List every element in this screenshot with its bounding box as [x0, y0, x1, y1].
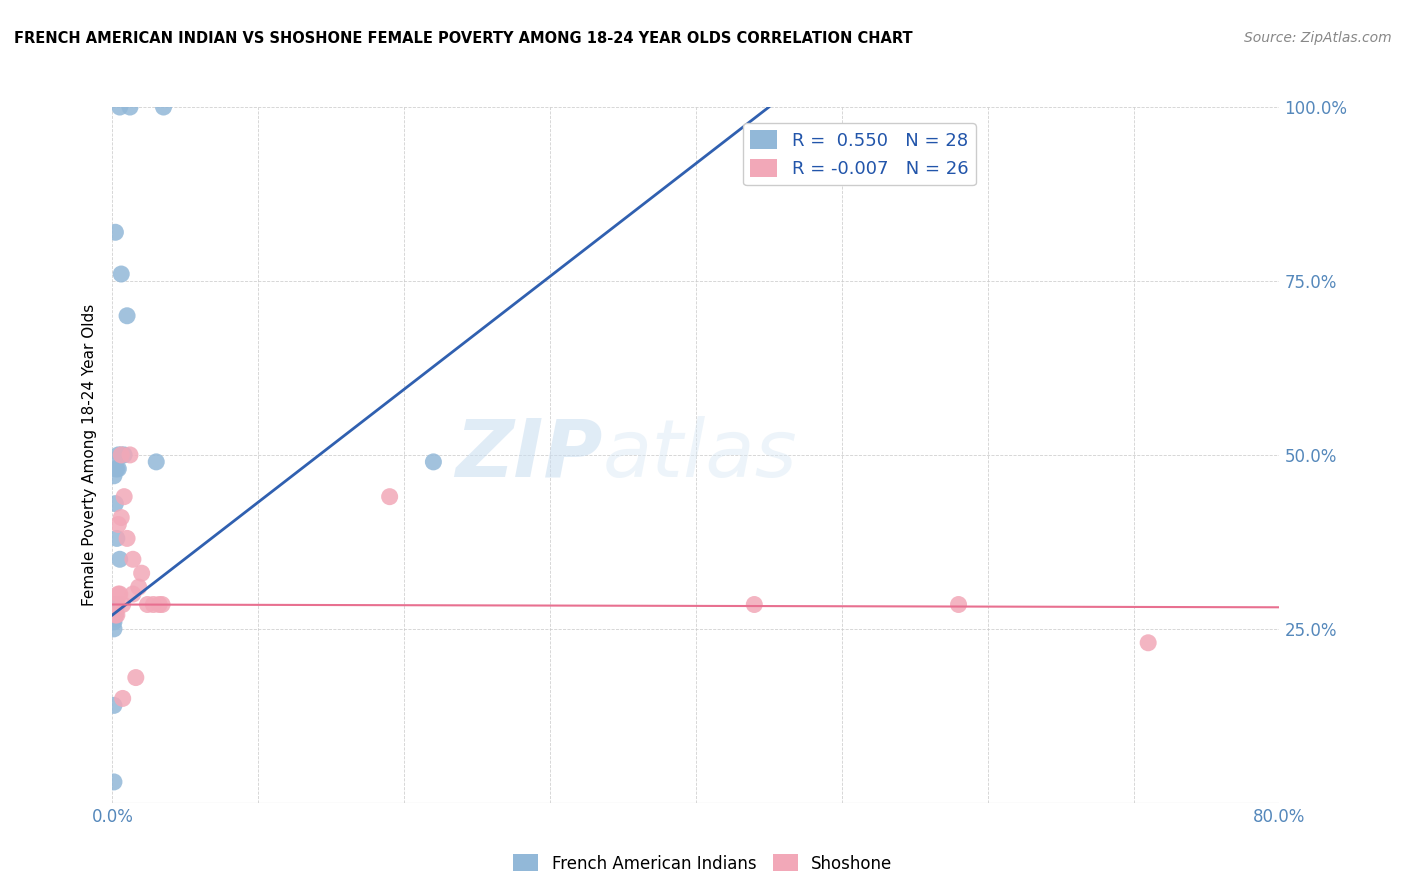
- Point: [107, 462, 129, 476]
- Point: [108, 552, 131, 566]
- Point: [111, 691, 134, 706]
- Point: [131, 566, 153, 581]
- Point: [110, 448, 132, 462]
- Y-axis label: Female Poverty Among 18-24 Year Olds: Female Poverty Among 18-24 Year Olds: [82, 304, 97, 606]
- Point: [142, 598, 165, 612]
- Point: [948, 598, 970, 612]
- Point: [103, 622, 125, 636]
- Point: [105, 532, 128, 546]
- Point: [105, 598, 128, 612]
- Point: [742, 598, 765, 612]
- Point: [105, 607, 128, 622]
- Point: [122, 552, 145, 566]
- Point: [108, 587, 131, 601]
- Point: [105, 598, 128, 612]
- Point: [107, 517, 129, 532]
- Legend: R =  0.550   N = 28, R = -0.007   N = 26: R = 0.550 N = 28, R = -0.007 N = 26: [742, 123, 976, 186]
- Point: [128, 580, 150, 594]
- Point: [104, 462, 127, 476]
- Point: [136, 598, 159, 612]
- Point: [103, 611, 125, 625]
- Point: [422, 455, 444, 469]
- Point: [112, 490, 135, 504]
- Point: [104, 607, 127, 622]
- Point: [103, 775, 125, 789]
- Point: [104, 607, 127, 622]
- Text: atlas: atlas: [603, 416, 797, 494]
- Point: [118, 448, 141, 462]
- Point: [107, 587, 129, 601]
- Point: [118, 100, 141, 114]
- Text: ZIP: ZIP: [456, 416, 603, 494]
- Point: [103, 468, 125, 483]
- Text: FRENCH AMERICAN INDIAN VS SHOSHONE FEMALE POVERTY AMONG 18-24 YEAR OLDS CORRELAT: FRENCH AMERICAN INDIAN VS SHOSHONE FEMAL…: [14, 31, 912, 46]
- Point: [110, 267, 132, 281]
- Point: [108, 100, 131, 114]
- Point: [1137, 636, 1160, 650]
- Point: [111, 598, 134, 612]
- Point: [103, 598, 125, 612]
- Point: [152, 100, 174, 114]
- Point: [104, 497, 127, 511]
- Point: [103, 605, 125, 619]
- Point: [115, 309, 138, 323]
- Point: [122, 587, 145, 601]
- Text: Source: ZipAtlas.com: Source: ZipAtlas.com: [1244, 31, 1392, 45]
- Legend: French American Indians, Shoshone: French American Indians, Shoshone: [506, 847, 900, 880]
- Point: [150, 598, 173, 612]
- Point: [378, 490, 401, 504]
- Point: [103, 611, 125, 625]
- Point: [107, 448, 129, 462]
- Point: [115, 532, 138, 546]
- Point: [110, 448, 132, 462]
- Point: [103, 698, 125, 713]
- Point: [145, 455, 167, 469]
- Point: [125, 671, 148, 685]
- Point: [105, 462, 128, 476]
- Point: [112, 448, 135, 462]
- Point: [110, 510, 132, 524]
- Point: [103, 615, 125, 629]
- Point: [148, 598, 170, 612]
- Point: [104, 225, 127, 239]
